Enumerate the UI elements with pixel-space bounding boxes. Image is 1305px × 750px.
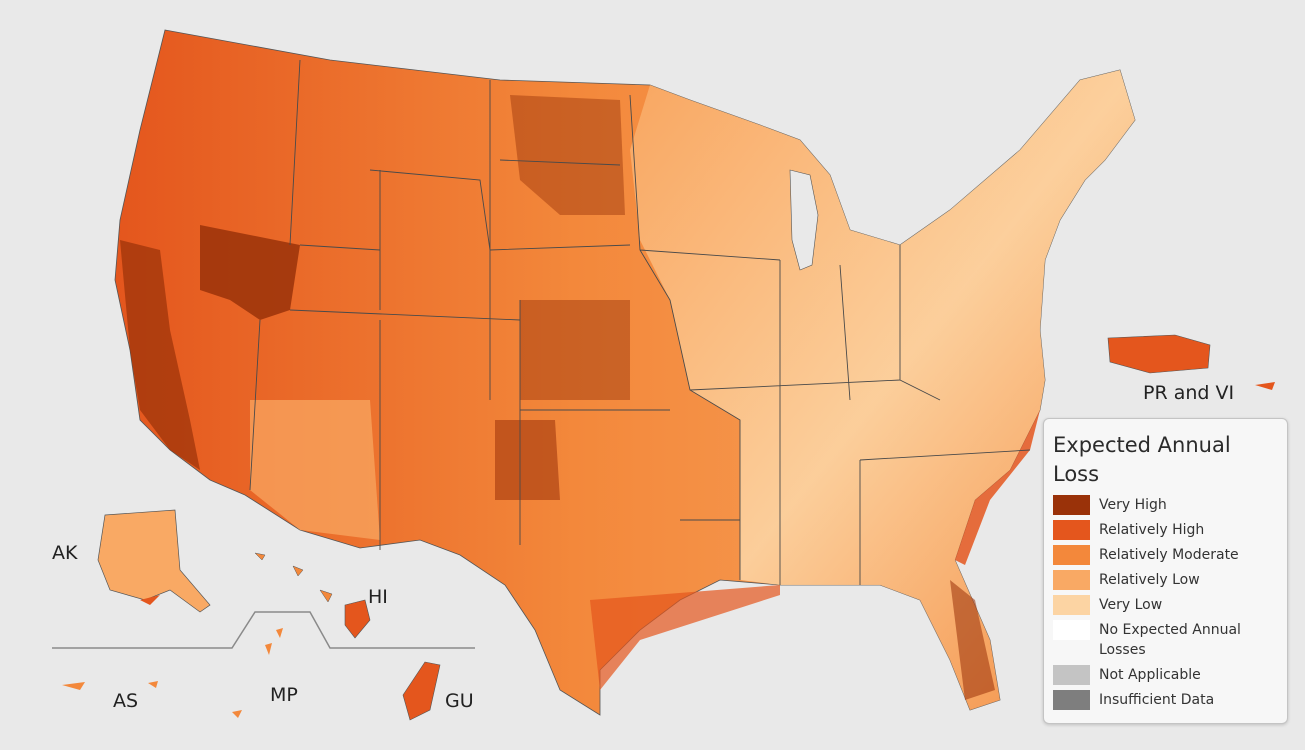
very-high-newmexico xyxy=(495,420,560,500)
east-region xyxy=(630,70,1135,710)
legend-swatch xyxy=(1053,495,1090,515)
label-pr-vi: PR and VI xyxy=(1143,382,1235,404)
very-high-florida xyxy=(950,580,995,700)
very-high-california xyxy=(120,240,200,470)
high-atlantic-coast xyxy=(955,410,1040,565)
legend-swatch xyxy=(1053,620,1090,640)
label-ak: AK xyxy=(52,542,78,564)
legend-item-label: Relatively Moderate xyxy=(1099,547,1239,563)
very-high-kansas xyxy=(520,300,630,400)
legend-item: Relatively Moderate xyxy=(1053,545,1275,565)
legend: Expected Annual Loss Very High Relativel… xyxy=(1043,418,1288,724)
label-gu: GU xyxy=(445,690,474,712)
label-as: AS xyxy=(113,690,139,712)
great-lakes xyxy=(789,169,819,271)
puerto-rico-vi xyxy=(1107,334,1275,390)
legend-swatch xyxy=(1053,545,1090,565)
legend-item: Insufficient Data xyxy=(1053,690,1275,710)
legend-item: Not Applicable xyxy=(1053,665,1275,685)
high-gulf-coast xyxy=(590,585,780,690)
legend-item: Relatively Low xyxy=(1053,570,1275,590)
territory-fragments xyxy=(62,628,283,718)
legend-item-label: Insufficient Data xyxy=(1099,692,1215,708)
label-mp: MP xyxy=(270,684,298,706)
inset-divider xyxy=(52,611,475,649)
legend-swatch xyxy=(1053,595,1090,615)
legend-item-label: Not Applicable xyxy=(1099,667,1201,683)
legend-title: Expected Annual Loss xyxy=(1053,433,1231,486)
legend-item-label: Very Low xyxy=(1099,597,1163,613)
label-hi: HI xyxy=(368,586,388,608)
legend-item: Very Low xyxy=(1053,595,1275,615)
legend-swatch xyxy=(1053,520,1090,540)
legend-swatch xyxy=(1053,690,1090,710)
state-borders xyxy=(249,59,1031,585)
very-high-dakotas xyxy=(510,95,625,215)
legend-items: Very High Relatively High Relatively Mod… xyxy=(1053,495,1275,710)
very-high-nevada xyxy=(200,225,300,320)
hawaii xyxy=(254,552,371,639)
legend-item-label: Relatively Low xyxy=(1099,572,1200,588)
alaska xyxy=(97,509,211,613)
conus xyxy=(114,29,1136,716)
guam xyxy=(402,661,441,721)
low-arizona xyxy=(250,400,380,540)
legend-swatch xyxy=(1053,570,1090,590)
legend-item: No Expected Annual Losses xyxy=(1053,620,1275,660)
legend-item: Very High xyxy=(1053,495,1275,515)
legend-item-label: Very High xyxy=(1099,497,1167,513)
legend-item-label: No Expected Annual Losses xyxy=(1099,622,1241,658)
legend-item-label: Relatively High xyxy=(1099,522,1205,538)
legend-item: Relatively High xyxy=(1053,520,1275,540)
legend-swatch xyxy=(1053,665,1090,685)
